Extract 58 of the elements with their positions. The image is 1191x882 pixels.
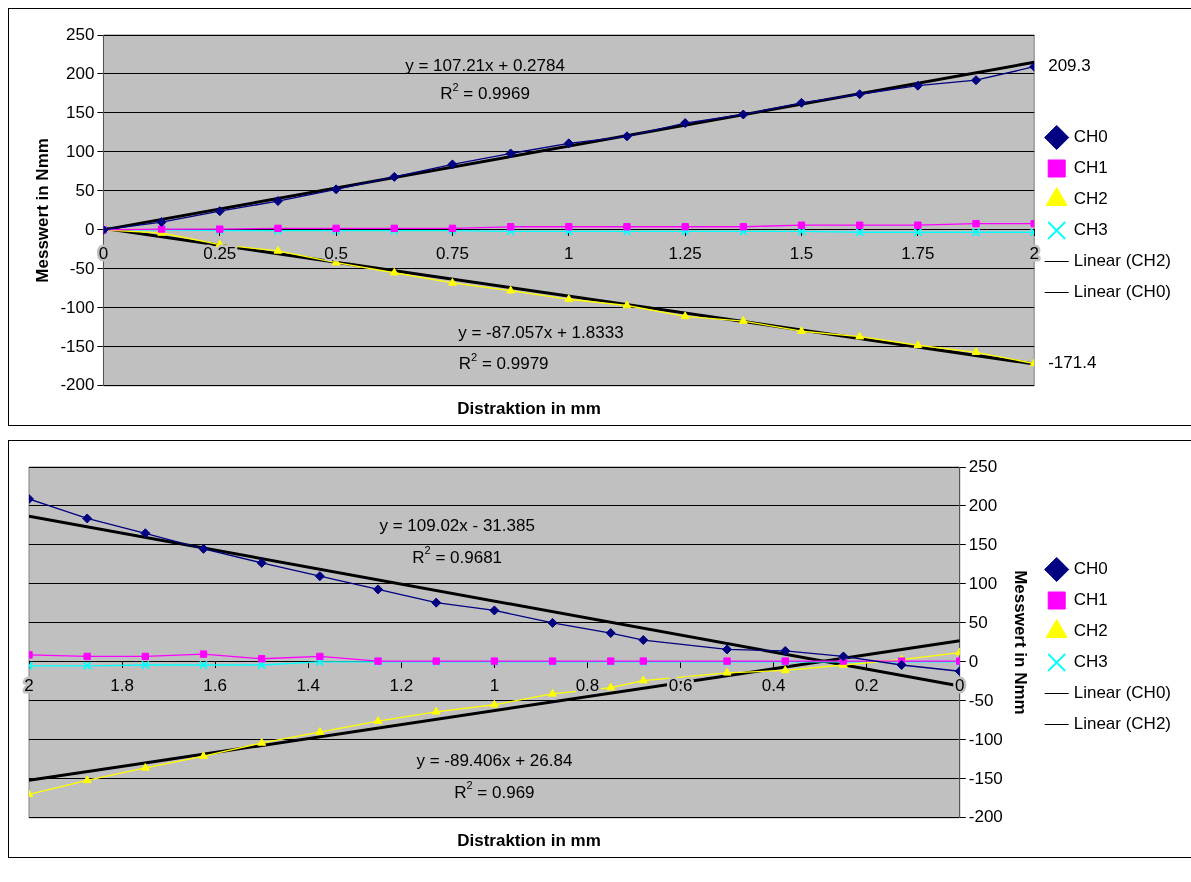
x-tick-label: 0.4 <box>761 675 786 695</box>
annotation: y = -89.406x + 26.84 <box>416 751 573 771</box>
y2-tick-label: 250 <box>968 456 998 476</box>
y2-tick-label: 150 <box>968 534 998 554</box>
y-tick-label: 0 <box>84 219 95 239</box>
legend-label: Linear (CH2) <box>1073 251 1171 271</box>
legend-label: Linear (CH0) <box>1073 683 1171 703</box>
data-label: -171.4 <box>1048 353 1097 373</box>
legend-label: CH0 <box>1073 127 1108 147</box>
x-tick-label: 1.8 <box>110 675 134 695</box>
x-axis-title: Distraktion in mm <box>456 831 602 852</box>
y-tick-label: 200 <box>66 63 95 83</box>
legend-label: CH0 <box>1073 559 1108 579</box>
y-tick-label: -150 <box>60 336 95 356</box>
y-tick-label: 150 <box>66 102 95 122</box>
y-tick-label: 100 <box>66 141 95 161</box>
x-tick-label: 1.75 <box>901 243 935 263</box>
x-tick-label: 1 <box>489 675 500 695</box>
x-tick-label: 0.25 <box>203 243 237 263</box>
annotation: y = 109.02x - 31.385 <box>379 516 535 536</box>
y2-tick-label: -200 <box>968 807 1003 827</box>
x-tick-label: 0.5 <box>324 243 348 263</box>
x-tick-label: 2 <box>24 675 34 695</box>
x-tick-label: 0.75 <box>435 243 470 263</box>
legend-label: CH1 <box>1073 158 1108 178</box>
x-tick-label: 1 <box>564 243 574 263</box>
x-tick-label: 1.25 <box>668 243 702 263</box>
y-tick-label: 50 <box>75 180 95 200</box>
x-tick-label: 1.2 <box>389 675 414 695</box>
x-tick-label: 0.8 <box>575 675 600 695</box>
x-tick-label: 2 <box>1029 243 1039 263</box>
y-axis-title: Messwert in Nmm <box>32 138 52 283</box>
legend-label: CH1 <box>1073 590 1108 610</box>
legend-label: CH3 <box>1073 220 1108 240</box>
y-tick-label: -50 <box>69 258 95 278</box>
x-tick-label: 1.4 <box>296 675 321 695</box>
annotation: y = -87.057x + 1.8333 <box>458 322 624 342</box>
x-tick-label: 0.2 <box>854 675 879 695</box>
legend-label: CH3 <box>1073 652 1108 672</box>
y2-tick-label: -100 <box>968 729 1003 749</box>
x-tick-label: 1.6 <box>203 675 227 695</box>
y2-tick-label: -150 <box>968 768 1003 788</box>
legend-label: Linear (CH0) <box>1073 282 1171 302</box>
y2-axis-title: Messwert in Nmm <box>1011 570 1031 715</box>
x-tick-label: 1.5 <box>789 243 814 263</box>
y-tick-label: -100 <box>60 297 95 317</box>
y2-tick-label: 0 <box>968 651 979 671</box>
legend-label: CH2 <box>1073 621 1108 641</box>
x-axis-title: Distraktion in mm <box>456 399 602 420</box>
y-tick-label: 250 <box>66 24 95 44</box>
legend-label: Linear (CH2) <box>1073 714 1171 734</box>
y2-tick-label: -50 <box>968 690 994 710</box>
data-label: 209.3 <box>1048 56 1091 76</box>
y2-tick-label: 200 <box>968 495 998 515</box>
y2-tick-label: 100 <box>968 573 998 593</box>
legend-label: CH2 <box>1073 189 1108 209</box>
y-tick-label: -200 <box>60 375 95 395</box>
y2-tick-label: 50 <box>968 612 988 632</box>
